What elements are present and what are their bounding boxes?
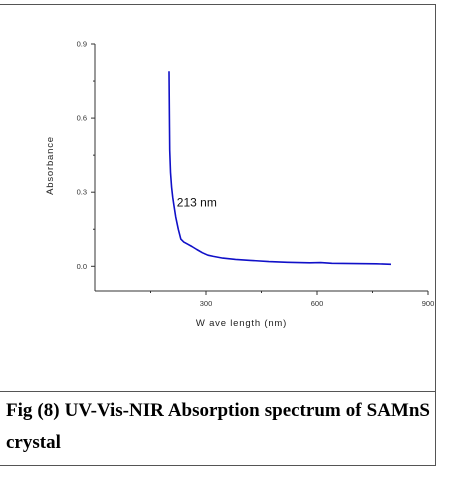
y-tick-label: 0.3	[77, 188, 87, 197]
figure-caption: Fig (8) UV-Vis-NIR Absorption spectrum o…	[6, 400, 430, 453]
x-axis-title: W ave length (nm)	[196, 318, 287, 329]
caption-divider	[0, 391, 436, 392]
plot-area: 300 600 900 0.0 0.3 0.6 0.9 213 nm	[77, 40, 435, 309]
y-tick-label: 0.9	[77, 40, 87, 49]
absorption-series-line	[168, 71, 392, 266]
y-tick-label: 0.6	[77, 114, 87, 123]
x-ticks: 300 600 900	[150, 291, 435, 308]
peak-annotation: 213 nm	[177, 196, 217, 210]
y-axis-title: Absorbance	[45, 136, 56, 195]
x-tick-label: 900	[422, 299, 435, 308]
x-tick-label: 300	[200, 299, 213, 308]
absorption-chart: 300 600 900 0.0 0.3 0.6 0.9 213 nm W ave leng…	[45, 40, 435, 330]
figure-frame	[0, 4, 436, 466]
y-tick-label: 0.0	[77, 262, 87, 271]
y-ticks: 0.0 0.3 0.6 0.9	[77, 40, 95, 271]
x-tick-label: 600	[311, 299, 324, 308]
